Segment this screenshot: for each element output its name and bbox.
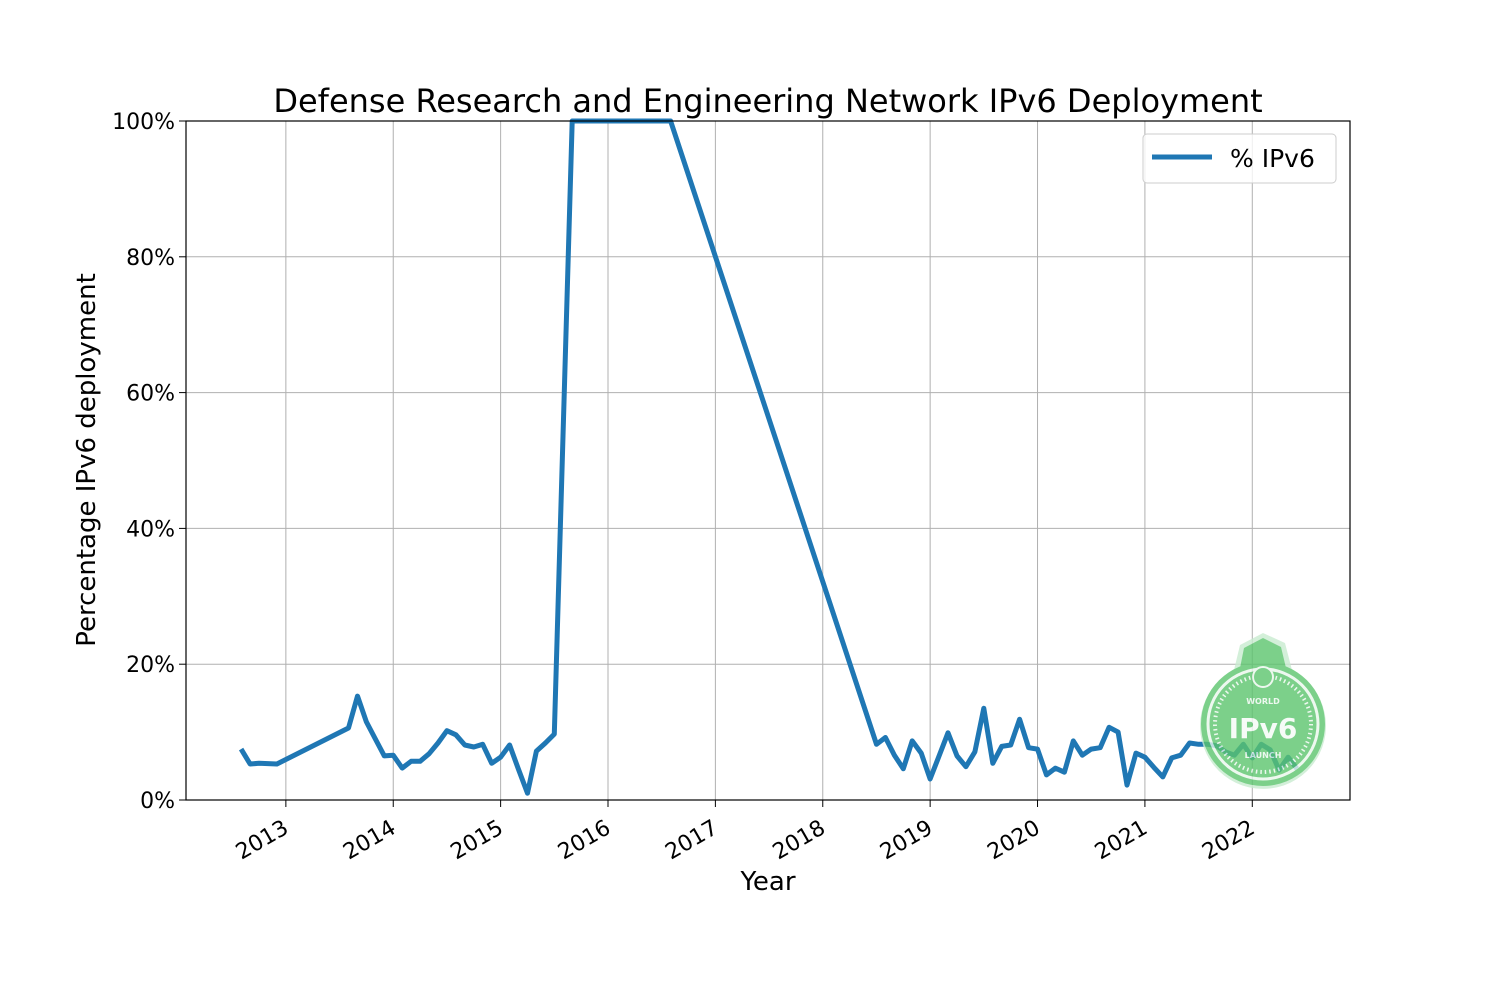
x-tick-label: 2016 <box>554 816 615 866</box>
y-axis-label: Percentage IPv6 deployment <box>72 273 102 647</box>
x-axis-label: Year <box>739 867 795 897</box>
legend-label: % IPv6 <box>1230 144 1315 173</box>
x-tick-label: 2018 <box>769 816 830 866</box>
world-ipv6-launch-logo: WORLD IPv6 LAUNCH <box>1200 633 1326 789</box>
y-tick-label: 100% <box>112 110 175 135</box>
y-tick-label: 80% <box>126 246 175 271</box>
logo-world-text: WORLD <box>1246 697 1280 706</box>
y-tick-label: 0% <box>140 789 175 814</box>
series-line-ipv6 <box>241 121 1297 793</box>
x-tick-label: 2021 <box>1091 816 1152 866</box>
x-tick-label: 2022 <box>1198 816 1259 866</box>
y-tick-label: 20% <box>126 653 175 678</box>
chart-title: Defense Research and Engineering Network… <box>273 82 1262 120</box>
logo-ipv6-text: IPv6 <box>1229 712 1298 745</box>
legend: % IPv6 <box>1143 134 1336 183</box>
series <box>241 121 1297 793</box>
x-tick-label: 2014 <box>339 816 400 866</box>
x-tick-label: 2013 <box>232 816 293 866</box>
logo-launch-text: LAUNCH <box>1245 751 1282 760</box>
x-tick-label: 2019 <box>876 816 937 866</box>
y-tick-label: 60% <box>126 382 175 407</box>
x-tick-label: 2015 <box>447 816 508 866</box>
x-tick-label: 2017 <box>661 816 722 866</box>
y-tick-label: 40% <box>126 517 175 542</box>
x-tick-label: 2020 <box>984 816 1045 866</box>
